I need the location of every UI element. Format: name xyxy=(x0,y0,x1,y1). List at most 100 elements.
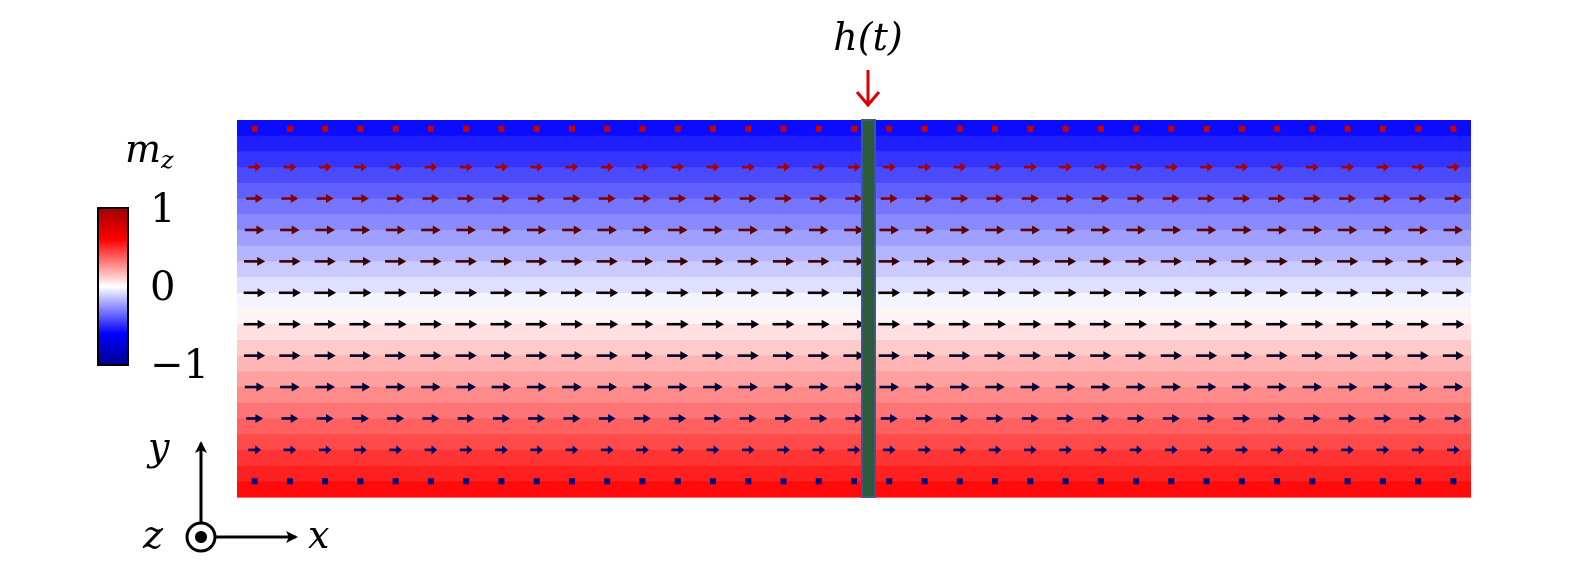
magnetization-arrow-icon xyxy=(246,194,264,204)
mz-stripe xyxy=(237,434,1471,451)
magnetization-arrow-icon xyxy=(1268,413,1286,423)
magnetization-arrow-icon xyxy=(775,194,792,204)
magnetization-arrow-icon xyxy=(455,351,477,361)
magnetization-arrow-icon xyxy=(563,194,581,204)
magnetization-arrow-icon xyxy=(1306,162,1319,172)
magnetization-arrow-icon xyxy=(1407,351,1429,361)
magnetization-arrow-icon xyxy=(1164,445,1178,455)
magnetization-arrow-icon xyxy=(886,125,893,132)
magnetization-arrow-icon xyxy=(1233,413,1251,423)
magnetization-arrow-icon xyxy=(463,125,470,132)
magnetization-arrow-icon xyxy=(385,225,406,235)
mz-stripe xyxy=(237,135,1471,153)
magnetization-arrow-icon xyxy=(596,256,618,266)
magnetization-arrow-icon xyxy=(844,382,864,392)
magnetization-arrow-icon xyxy=(427,125,434,132)
magnetization-arrow-icon xyxy=(1231,256,1253,266)
magnetization-arrow-icon xyxy=(251,125,258,132)
magnetization-arrow-icon xyxy=(387,194,405,204)
magnetization-arrow-icon xyxy=(565,445,579,455)
magnetization-arrow-icon xyxy=(633,194,651,204)
x-axis-label: x xyxy=(308,513,329,557)
magnetization-arrow-icon xyxy=(1097,478,1104,485)
magnetization-arrow-icon xyxy=(1274,125,1281,132)
magnetization-arrow-icon xyxy=(459,162,473,172)
magnetization-arrow-icon xyxy=(1161,382,1182,392)
magnetization-arrow-icon xyxy=(1266,256,1288,266)
magnetization-arrow-icon xyxy=(1442,351,1464,361)
magnetization-arrow-icon xyxy=(1090,351,1112,361)
magnetization-arrow-icon xyxy=(596,319,619,329)
magnetization-arrow-icon xyxy=(314,351,336,361)
mz-stripe xyxy=(237,229,1471,247)
mz-stripe xyxy=(237,277,1471,294)
magnetization-arrow-icon xyxy=(808,382,829,392)
magnetization-arrow-icon xyxy=(528,194,546,204)
magnetization-arrow-icon xyxy=(671,445,685,455)
magnetization-arrow-icon xyxy=(562,225,582,235)
magnetization-arrow-icon xyxy=(1059,162,1072,172)
magnetization-arrow-icon xyxy=(988,162,1002,172)
magnetization-arrow-icon xyxy=(1232,225,1252,235)
magnetization-arrow-icon xyxy=(1407,256,1429,266)
magnetization-arrow-icon xyxy=(1301,319,1324,329)
magnetization-arrow-icon xyxy=(560,319,583,329)
magnetization-arrow-icon xyxy=(1303,194,1321,204)
magnetization-arrow-icon xyxy=(636,162,649,172)
magnetization-arrow-icon xyxy=(385,351,407,361)
magnetization-arrow-icon xyxy=(421,225,441,235)
magnetization-arrow-icon xyxy=(1168,478,1175,485)
magnetization-arrow-icon xyxy=(1337,256,1359,266)
magnetization-arrow-icon xyxy=(385,256,407,266)
magnetization-arrow-icon xyxy=(1019,288,1042,298)
magnetization-arrow-icon xyxy=(568,478,575,485)
magnetization-arrow-icon xyxy=(1303,413,1321,423)
magnetization-arrow-icon xyxy=(882,445,896,455)
magnetization-arrow-icon xyxy=(845,413,863,423)
magnetization-arrow-icon xyxy=(314,319,337,329)
magnetization-arrow-icon xyxy=(495,162,508,172)
magnetization-arrow-icon xyxy=(674,478,681,485)
magnetization-arrow-icon xyxy=(847,445,861,455)
magnetization-arrow-icon xyxy=(1409,413,1427,423)
magnetization-arrow-icon xyxy=(1306,445,1319,455)
magnetization-arrow-icon xyxy=(392,125,399,132)
magnetization-arrow-icon xyxy=(533,478,540,485)
magnetization-arrow-icon xyxy=(278,319,301,329)
magnetization-arrow-icon xyxy=(1374,413,1392,423)
magnetization-arrow-icon xyxy=(244,225,265,235)
magnetization-arrow-icon xyxy=(956,478,963,485)
mz-stripe xyxy=(237,151,1471,168)
magnetization-arrow-icon xyxy=(597,382,617,392)
magnetization-arrow-icon xyxy=(1233,194,1251,204)
magnetization-arrow-icon xyxy=(878,351,900,361)
mz-stripe xyxy=(237,387,1471,404)
magnetization-arrow-icon xyxy=(1091,225,1111,235)
magnetization-arrow-icon xyxy=(385,382,406,392)
magnetization-arrow-icon xyxy=(810,413,828,423)
magnetization-arrow-icon xyxy=(1270,445,1284,455)
magnetization-arrow-icon xyxy=(1341,162,1354,172)
magnetization-arrow-icon xyxy=(1059,445,1072,455)
magnetization-arrow-icon xyxy=(772,351,795,361)
magnetization-arrow-icon xyxy=(1055,382,1076,392)
magnetization-arrow-icon xyxy=(948,319,971,329)
magnetization-arrow-icon xyxy=(1232,382,1252,392)
magnetization-arrow-icon xyxy=(631,256,654,266)
mz-stripe xyxy=(237,214,1471,231)
magnetization-arrow-icon xyxy=(1302,382,1323,392)
magnetization-arrow-icon xyxy=(354,445,367,455)
magnetization-arrow-icon xyxy=(1090,256,1112,266)
magnetization-arrow-icon xyxy=(422,194,440,204)
magnetization-arrow-icon xyxy=(604,478,611,485)
magnetization-arrow-icon xyxy=(322,125,329,132)
magnetization-arrow-icon xyxy=(533,125,540,132)
magnetization-arrow-icon xyxy=(1094,162,1108,172)
magnetization-arrow-icon xyxy=(1379,478,1386,485)
mz-stripe xyxy=(237,355,1471,372)
magnetization-arrow-icon xyxy=(1336,288,1359,298)
magnetization-arrow-icon xyxy=(986,413,1004,423)
magnetization-arrow-icon xyxy=(1374,194,1392,204)
magnetization-arrow-icon xyxy=(843,256,865,266)
magnetization-arrow-icon xyxy=(1195,256,1218,266)
